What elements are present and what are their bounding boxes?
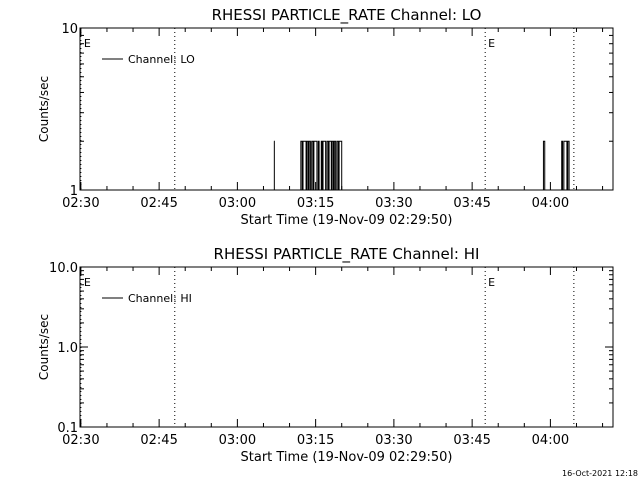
x-tick-label: 03:45 — [453, 433, 490, 448]
y-tick-label: 10 — [61, 22, 78, 37]
event-marker-label: E — [84, 276, 91, 289]
x-tick-label: 02:45 — [140, 433, 177, 448]
y-tick-label: 1 — [70, 184, 78, 199]
x-tick-label: 04:00 — [532, 433, 569, 448]
y-tick-label: 10.0 — [49, 261, 78, 276]
x-tick-label: 04:00 — [532, 196, 569, 211]
x-tick-label: 03:00 — [219, 196, 256, 211]
x-axis-label: Start Time (19-Nov-09 02:29:50) — [241, 213, 453, 228]
y-tick-label: 1.0 — [57, 341, 78, 356]
chart-panel-1: RHESSI PARTICLE_RATE Channel: LO 02:30 02:… — [37, 6, 614, 228]
x-tick-label: 03:15 — [297, 196, 334, 211]
y-axis-label: Counts/sec — [37, 76, 51, 142]
x-tick-label: 03:45 — [453, 196, 490, 211]
footer-timestamp: 16-Oct-2021 12:18 — [562, 469, 638, 478]
event-marker-label: E — [488, 276, 495, 289]
event-marker-label: E — [488, 37, 495, 50]
legend-label: Channel: HI — [128, 292, 192, 305]
x-tick-label: 02:45 — [140, 196, 177, 211]
legend-label: Channel: LO — [128, 53, 195, 66]
chart-title: RHESSI PARTICLE_RATE Channel: HI — [214, 245, 480, 264]
x-tick-label: 02:30 — [62, 196, 99, 211]
chart-title: RHESSI PARTICLE_RATE Channel: LO — [212, 6, 482, 25]
x-tick-label: 03:15 — [297, 433, 334, 448]
x-tick-label: 02:30 — [62, 433, 99, 448]
series-line-1 — [273, 140, 570, 191]
x-tick-label: 03:30 — [375, 433, 412, 448]
x-tick-label: 03:30 — [375, 196, 412, 211]
event-marker-label: E — [84, 37, 91, 50]
chart-panel-2: RHESSI PARTICLE_RATE Channel: HI 02:30 02:… — [37, 245, 614, 465]
plot-frame — [79, 266, 614, 428]
x-tick-label: 03:00 — [219, 433, 256, 448]
y-axis-label: Counts/sec — [37, 314, 51, 380]
x-axis-label: Start Time (19-Nov-09 02:29:50) — [241, 450, 453, 465]
y-tick-label: 0.1 — [57, 421, 78, 436]
